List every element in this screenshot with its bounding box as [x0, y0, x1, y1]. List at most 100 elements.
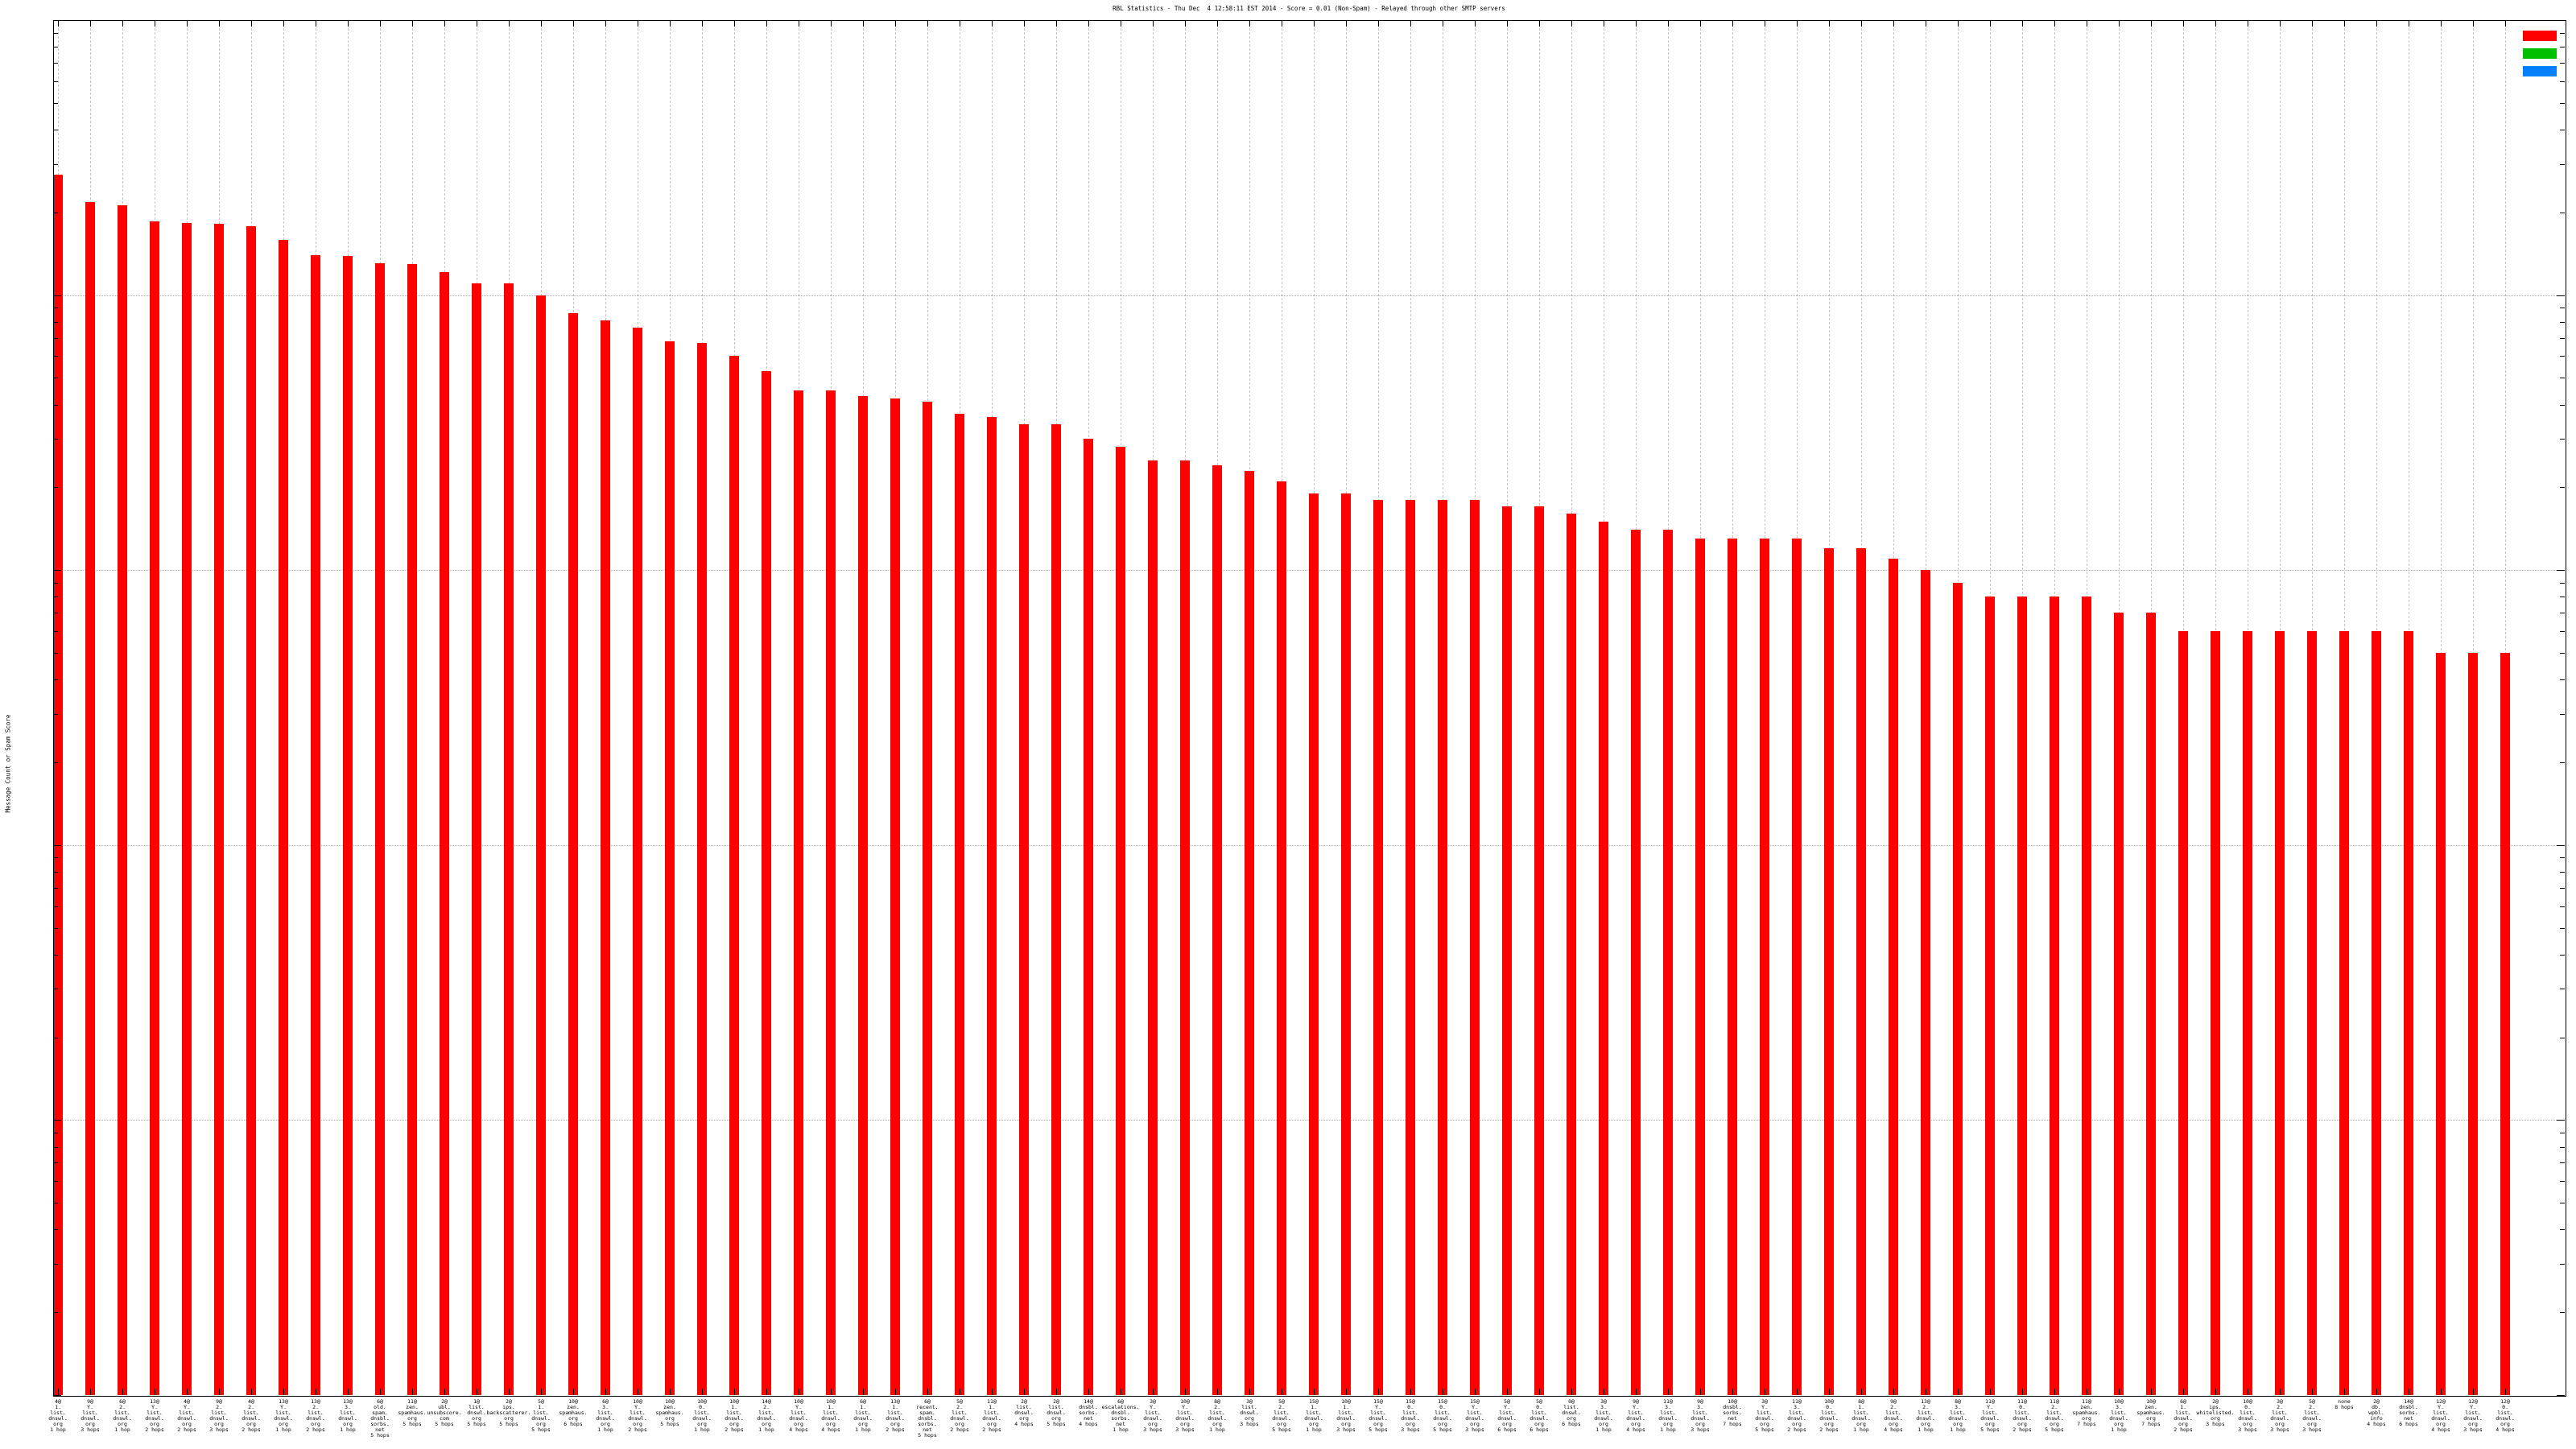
- bar: [375, 262, 385, 1395]
- y-minor-tick: [53, 857, 58, 859]
- x-tick-top: [1829, 20, 1830, 27]
- y-minor-tick: [2560, 163, 2565, 165]
- bar-label: 11@ 3. list. dnswl. org 2 hops: [1787, 1398, 1806, 1433]
- x-tick-top: [1958, 20, 1959, 27]
- bar-label: 15@ 0. list. dnswl. org 3 hops: [1401, 1398, 1420, 1433]
- bar: [1309, 493, 1319, 1395]
- y-minor-tick: [2560, 871, 2565, 873]
- bar-label: 5@ 2. list. dnswl. org 3 hops: [2302, 1398, 2322, 1433]
- bar: [1116, 447, 1125, 1395]
- x-tick-bottom: [2344, 1389, 2345, 1395]
- bar-label: 8@ 2. list. dnswl. org 1 hop: [1208, 1398, 1227, 1433]
- y-minor-tick: [53, 679, 58, 681]
- x-tick-top: [1024, 20, 1025, 27]
- x-tick-top: [2054, 20, 2055, 27]
- x-tick-top: [1346, 20, 1347, 27]
- x-tick-bottom: [573, 1389, 574, 1395]
- bar-label: 3@ list. dnswl. org 3 hops: [1240, 1398, 1259, 1427]
- y-minor-tick: [2560, 887, 2565, 889]
- bar-label: 10@ 1. list. dnswl. org 4 hops: [821, 1398, 840, 1433]
- bar: [1084, 439, 1093, 1395]
- bar-label: 14@ dnsbl. sorbs. net 6 hops: [2399, 1398, 2418, 1427]
- y-minor-tick: [2560, 927, 2565, 929]
- bar: [2500, 653, 2510, 1395]
- x-tick-bottom: [2312, 1389, 2313, 1395]
- bar: [1695, 539, 1705, 1395]
- y-minor-tick: [2560, 1181, 2565, 1183]
- x-tick-bottom: [1475, 1389, 1476, 1395]
- bar: [1406, 499, 1415, 1395]
- bar-label: 11@ zen. spamhaus. org 5 hops: [398, 1398, 427, 1427]
- bar: [1051, 423, 1061, 1395]
- x-tick-bottom: [2119, 1389, 2120, 1395]
- y-major-tick: [53, 844, 61, 846]
- y-minor-tick: [2560, 1229, 2565, 1231]
- bar: [601, 320, 610, 1395]
- bar-label: 14@ 2. list. dnswl. org 1 hop: [757, 1398, 776, 1433]
- bar-label: 5@ Y. list. dnswl. org 6 hops: [1497, 1398, 1517, 1433]
- y-minor-tick: [2560, 713, 2565, 715]
- bar: [2243, 630, 2252, 1395]
- y-major-tick: [2557, 1395, 2565, 1396]
- x-tick-bottom: [1732, 1389, 1733, 1395]
- bar-label: 15@ 1. list. dnswl. org 1 hop: [1304, 1398, 1323, 1433]
- bar: [697, 343, 707, 1395]
- x-tick-top: [1539, 20, 1540, 27]
- x-tick-bottom: [380, 1389, 381, 1395]
- x-tick-bottom: [2183, 1389, 2184, 1395]
- bar-label: 2@ db. wpbl. info 4 hops: [2367, 1398, 2386, 1427]
- bar: [2017, 597, 2027, 1395]
- y-minor-tick: [53, 32, 58, 34]
- x-tick-top: [90, 20, 91, 27]
- x-tick-top: [734, 20, 735, 27]
- bar: [2468, 653, 2478, 1395]
- y-minor-tick: [53, 321, 58, 323]
- bar-label: 11@ 3. list. dnswl. org 1 hop: [1658, 1398, 1678, 1433]
- bar-label: 9@ Y. list. dnswl. org 4 hops: [1626, 1398, 1645, 1433]
- x-tick-bottom: [1861, 1389, 1862, 1395]
- x-tick-top: [348, 20, 349, 27]
- x-tick-bottom: [1217, 1389, 1218, 1395]
- bar-label: 9@ 2. list. dnswl. org 3 hops: [209, 1398, 229, 1433]
- bar: [2178, 630, 2188, 1395]
- bar: [1824, 548, 1834, 1395]
- bar-label: 10@ zen. spamhaus. org 7 hops: [2136, 1398, 2165, 1427]
- bar: [150, 221, 159, 1395]
- bar: [1534, 506, 1544, 1395]
- legend-swatch: [2523, 48, 2557, 59]
- y-minor-tick: [53, 337, 58, 339]
- x-tick-bottom: [283, 1389, 284, 1395]
- bar: [2211, 630, 2220, 1395]
- x-tick-top: [2344, 20, 2345, 27]
- bar: [1985, 597, 1995, 1395]
- bar-label: 2@ list. dnswl. org 5 hops: [1046, 1398, 1066, 1427]
- y-major-tick: [2557, 20, 2565, 21]
- y-minor-tick: [53, 954, 58, 956]
- y-major-tick: [2557, 1120, 2565, 1121]
- x-tick-bottom: [251, 1389, 252, 1395]
- bar-label: 6@ 1. list. dnswl. org 1 hop: [853, 1398, 873, 1433]
- x-tick-bottom: [2505, 1389, 2506, 1395]
- x-tick-bottom: [927, 1389, 928, 1395]
- y-major-tick: [2557, 295, 2565, 296]
- bar: [2050, 597, 2059, 1395]
- x-tick-bottom: [1797, 1389, 1798, 1395]
- x-tick-top: [1475, 20, 1476, 27]
- bar-label: 10@ 0. list. dnswl. org 3 hops: [2238, 1398, 2257, 1433]
- y-gridline: [53, 295, 2565, 296]
- y-major-tick: [53, 1120, 61, 1121]
- bar: [2114, 613, 2124, 1395]
- x-tick-top: [541, 20, 542, 27]
- bar-label: none 8 hops: [2334, 1398, 2354, 1410]
- bar-label: 10@ Y. list. dnswl. org 4 hops: [789, 1398, 808, 1433]
- bar-label: 11@ Y. list. dnswl. org 5 hops: [1980, 1398, 2000, 1433]
- bar: [1438, 499, 1447, 1395]
- x-tick-top: [2473, 20, 2474, 27]
- x-tick-bottom: [1249, 1389, 1250, 1395]
- bar: [923, 401, 932, 1395]
- bar: [858, 395, 868, 1395]
- bar: [794, 390, 803, 1395]
- bar-label: 12@ 0. list. dnswl. org 4 hops: [2496, 1398, 2515, 1433]
- bar: [2339, 630, 2349, 1395]
- y-minor-tick: [53, 356, 58, 357]
